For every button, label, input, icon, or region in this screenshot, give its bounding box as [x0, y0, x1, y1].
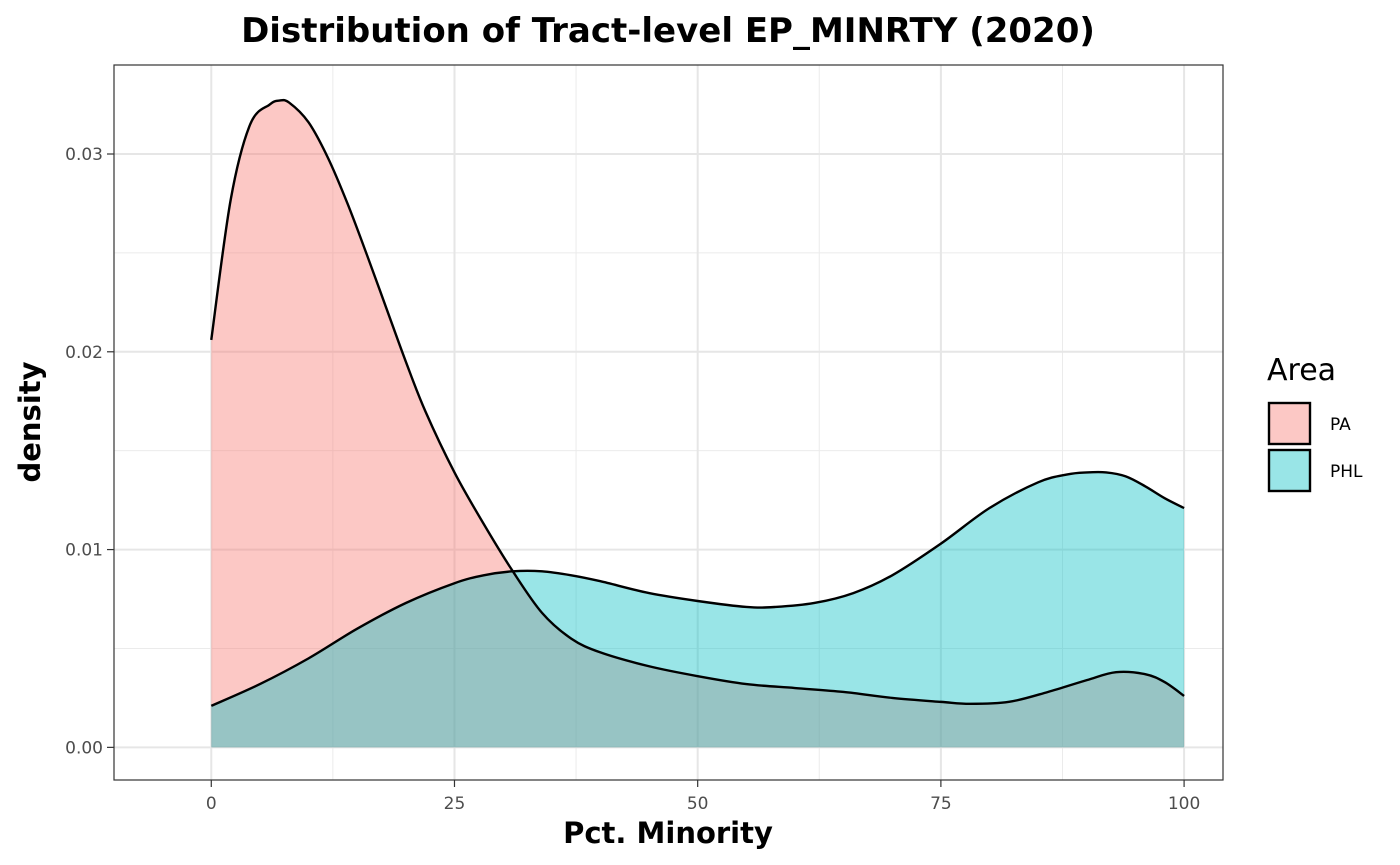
y-tick-label: 0.00	[65, 738, 103, 758]
x-tick-label: 0	[206, 794, 217, 814]
x-tick-label: 50	[687, 794, 709, 814]
chart-title: Distribution of Tract-level EP_MINRTY (2…	[241, 11, 1095, 51]
legend-items: PA PHL	[1267, 401, 1363, 493]
grid-minor	[114, 65, 1223, 780]
density-area-phl	[211, 472, 1185, 748]
plot-panel-border	[113, 64, 1224, 781]
density-area-pa	[211, 100, 1185, 748]
density-line-pa	[210, 98, 1185, 706]
x-tick-label: 25	[444, 794, 466, 814]
x-axis-title: Pct. Minority	[563, 816, 773, 850]
x-tick-label: 100	[1168, 794, 1200, 814]
y-axis-ticks: 0.00 0.01 0.02 0.03	[65, 145, 114, 758]
x-tick-label: 75	[930, 794, 952, 814]
legend-key-phl	[1267, 448, 1312, 493]
density-lines	[210, 98, 1185, 707]
legend-title: Area	[1267, 353, 1336, 388]
legend-key-bg-phl	[1268, 449, 1311, 492]
legend-label-phl: PHL	[1330, 462, 1363, 482]
legend-key-bg-pa	[1268, 402, 1311, 445]
y-tick-label: 0.03	[65, 145, 103, 165]
plot-panel-background	[114, 65, 1223, 780]
y-axis-title: density	[13, 361, 47, 482]
grid-major	[114, 65, 1223, 780]
density-areas	[211, 100, 1185, 748]
y-tick-label: 0.02	[65, 343, 103, 363]
x-axis-ticks: 0 25 50 75 100	[206, 780, 1200, 814]
legend-key-pa	[1267, 401, 1312, 446]
legend-label-pa: PA	[1330, 415, 1351, 435]
y-tick-label: 0.01	[65, 541, 103, 561]
legend: Area PA PHL	[1267, 353, 1363, 493]
density-line-phl	[210, 470, 1185, 707]
